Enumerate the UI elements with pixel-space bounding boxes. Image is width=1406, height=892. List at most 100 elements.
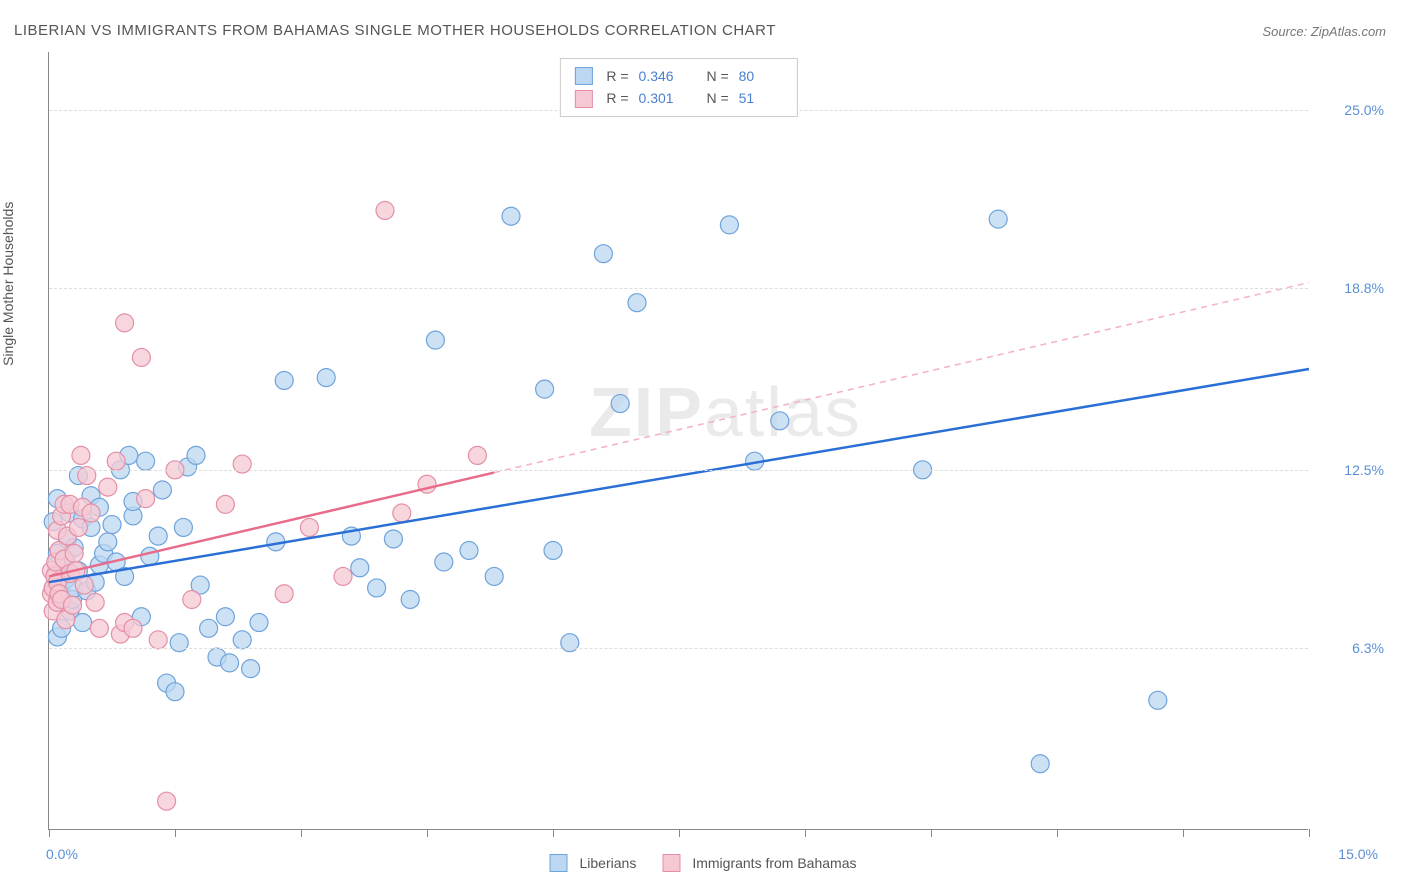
scatter-point: [103, 516, 121, 534]
scatter-point: [72, 446, 90, 464]
chart-plot-area: ZIPatlas R = 0.346 N = 80R = 0.301 N = 5…: [48, 52, 1308, 830]
scatter-point: [468, 446, 486, 464]
x-tick: [553, 829, 554, 837]
scatter-point: [1149, 691, 1167, 709]
scatter-point: [158, 792, 176, 810]
stat-n-label: N =: [706, 65, 728, 87]
legend-stats-row: R = 0.301 N = 51: [574, 87, 782, 109]
regression-line: [49, 369, 1309, 582]
chart-title: LIBERIAN VS IMMIGRANTS FROM BAHAMAS SING…: [14, 22, 776, 39]
scatter-point: [233, 631, 251, 649]
scatter-point: [351, 559, 369, 577]
legend-swatch: [550, 854, 568, 872]
y-tick-label: 6.3%: [1316, 640, 1384, 656]
scatter-point: [75, 576, 93, 594]
gridline: [49, 648, 1308, 649]
gridline: [49, 288, 1308, 289]
scatter-point: [216, 495, 234, 513]
chart-svg: [49, 52, 1308, 829]
scatter-point: [393, 504, 411, 522]
scatter-point: [174, 518, 192, 536]
legend-item: Liberians: [550, 854, 637, 872]
scatter-point: [317, 369, 335, 387]
x-tick: [175, 829, 176, 837]
y-axis-title: Single Mother Households: [0, 202, 16, 366]
stat-r-label: R =: [606, 87, 628, 109]
scatter-point: [544, 541, 562, 559]
stat-r-label: R =: [606, 65, 628, 87]
scatter-point: [275, 585, 293, 603]
scatter-point: [74, 614, 92, 632]
scatter-point: [65, 544, 83, 562]
scatter-point: [502, 207, 520, 225]
scatter-point: [187, 446, 205, 464]
scatter-point: [611, 395, 629, 413]
x-tick: [427, 829, 428, 837]
y-tick-label: 12.5%: [1316, 462, 1384, 478]
stat-r-value: 0.301: [639, 87, 683, 109]
scatter-point: [384, 530, 402, 548]
x-axis-max-label: 15.0%: [1338, 846, 1378, 862]
regression-line-dashed: [494, 283, 1309, 473]
y-tick-label: 18.8%: [1316, 280, 1384, 296]
scatter-point: [124, 619, 142, 637]
scatter-point: [82, 504, 100, 522]
x-tick: [931, 829, 932, 837]
legend-label: Immigrants from Bahamas: [692, 855, 856, 871]
scatter-point: [485, 567, 503, 585]
scatter-point: [401, 590, 419, 608]
scatter-point: [107, 452, 125, 470]
x-tick: [1309, 829, 1310, 837]
scatter-point: [368, 579, 386, 597]
scatter-point: [137, 452, 155, 470]
scatter-point: [376, 201, 394, 219]
stat-n-value: 51: [739, 87, 783, 109]
scatter-point: [141, 547, 159, 565]
scatter-point: [64, 596, 82, 614]
scatter-point: [99, 533, 117, 551]
legend-label: Liberians: [580, 855, 637, 871]
scatter-point: [1031, 755, 1049, 773]
x-tick: [805, 829, 806, 837]
scatter-point: [116, 314, 134, 332]
legend-item: Immigrants from Bahamas: [662, 854, 856, 872]
stat-n-label: N =: [706, 87, 728, 109]
scatter-point: [628, 294, 646, 312]
stat-r-value: 0.346: [639, 65, 683, 87]
x-tick: [1183, 829, 1184, 837]
scatter-point: [771, 412, 789, 430]
scatter-point: [86, 593, 104, 611]
scatter-point: [149, 527, 167, 545]
source-attribution: Source: ZipAtlas.com: [1262, 24, 1386, 39]
x-tick: [49, 829, 50, 837]
scatter-point: [989, 210, 1007, 228]
x-axis-min-label: 0.0%: [46, 846, 78, 862]
bottom-legend: Liberians Immigrants from Bahamas: [550, 854, 857, 872]
scatter-point: [275, 371, 293, 389]
x-tick: [301, 829, 302, 837]
legend-swatch: [574, 67, 592, 85]
scatter-point: [132, 348, 150, 366]
scatter-point: [460, 541, 478, 559]
scatter-point: [242, 660, 260, 678]
scatter-point: [69, 518, 87, 536]
scatter-point: [216, 608, 234, 626]
legend-swatch: [662, 854, 680, 872]
scatter-point: [200, 619, 218, 637]
scatter-point: [183, 590, 201, 608]
stat-n-value: 80: [739, 65, 783, 87]
scatter-point: [720, 216, 738, 234]
scatter-point: [149, 631, 167, 649]
scatter-point: [334, 567, 352, 585]
x-tick: [679, 829, 680, 837]
y-tick-label: 25.0%: [1316, 102, 1384, 118]
gridline: [49, 470, 1308, 471]
scatter-point: [250, 614, 268, 632]
scatter-point: [594, 245, 612, 263]
scatter-point: [99, 478, 117, 496]
scatter-point: [221, 654, 239, 672]
scatter-point: [137, 490, 155, 508]
x-tick: [1057, 829, 1058, 837]
scatter-point: [435, 553, 453, 571]
scatter-point: [426, 331, 444, 349]
